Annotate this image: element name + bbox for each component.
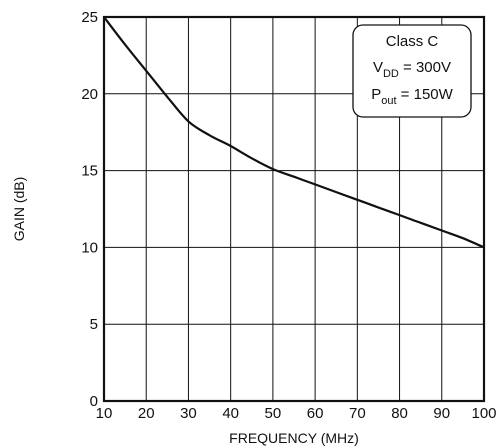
annotation-pout: Pout = 150W bbox=[371, 86, 453, 107]
y-tick-label: 10 bbox=[81, 239, 98, 256]
plot-frame bbox=[102, 15, 486, 403]
x-tick-label: 30 bbox=[180, 405, 197, 422]
y-tick-label: 15 bbox=[81, 163, 98, 180]
x-tick-label: 100 bbox=[471, 405, 496, 422]
x-tick-label: 40 bbox=[222, 405, 239, 422]
x-axis-label: FREQUENCY (MHz) bbox=[229, 430, 359, 446]
y-tick-label: 5 bbox=[90, 316, 98, 333]
x-tick-label: 50 bbox=[265, 405, 282, 422]
annotation-box: Class C VDD = 300V Pout = 150W bbox=[352, 24, 472, 118]
annotation-class: Class C bbox=[386, 33, 439, 50]
x-tick-label: 80 bbox=[391, 405, 408, 422]
y-axis-label: GAIN (dB) bbox=[11, 177, 27, 242]
gain-curve bbox=[103, 16, 485, 249]
annotation-frame bbox=[352, 24, 472, 118]
x-tick-label: 90 bbox=[433, 405, 450, 422]
series-group bbox=[103, 16, 485, 249]
y-tick-labels: 0 5 10 15 20 25 bbox=[81, 9, 98, 410]
x-tick-labels: 10 20 30 40 50 60 70 80 90 100 bbox=[96, 405, 497, 422]
y-tick-label: 25 bbox=[81, 9, 98, 26]
x-tick-label: 60 bbox=[307, 405, 324, 422]
x-tick-label: 70 bbox=[349, 405, 366, 422]
y-tick-label: 0 bbox=[90, 393, 98, 410]
annotation-vdd: VDD = 300V bbox=[373, 59, 451, 80]
x-tick-label: 20 bbox=[138, 405, 155, 422]
x-tick-label: 10 bbox=[96, 405, 113, 422]
y-tick-label: 20 bbox=[81, 86, 98, 103]
